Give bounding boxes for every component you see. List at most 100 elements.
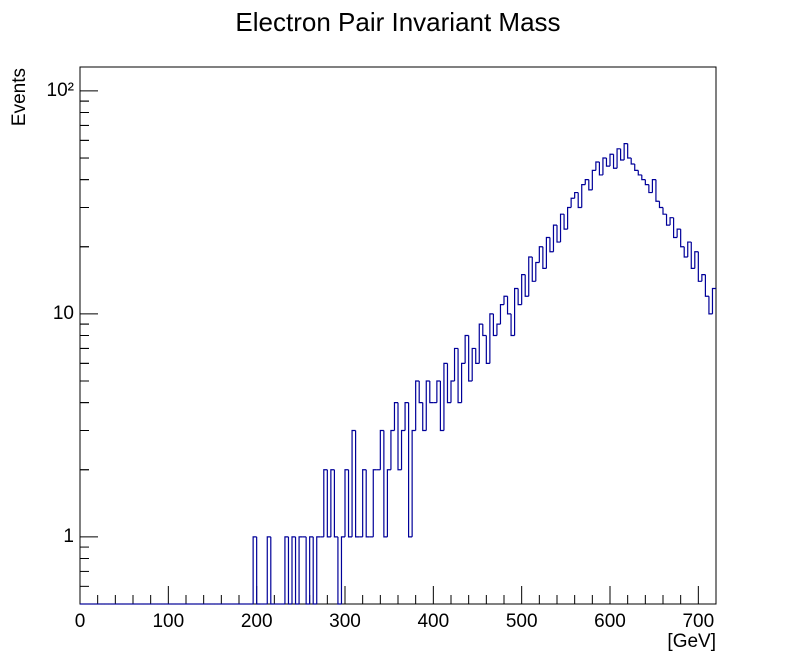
histogram-bin (623, 143, 628, 160)
histogram-bin (471, 347, 476, 382)
histogram-bin (535, 261, 540, 282)
histogram-bin (284, 536, 289, 604)
y-axis-label: Events (9, 68, 30, 126)
histogram-bin (499, 304, 504, 325)
histogram-bin (708, 296, 713, 315)
histogram-bin (683, 246, 688, 258)
histogram-bin (323, 469, 328, 537)
y-tick-label: 10² (47, 80, 74, 101)
histogram-bin (252, 536, 257, 604)
histogram-bin (563, 214, 568, 230)
histogram-bin (294, 536, 300, 605)
histogram-bin (574, 191, 579, 199)
histogram-bin (634, 164, 639, 172)
histogram-bin (372, 469, 377, 537)
x-tick-label: 300 (329, 611, 361, 632)
histogram-bin (559, 213, 565, 243)
histogram-bin (418, 381, 423, 404)
x-tick-label: 100 (152, 611, 184, 632)
x-tick-label: 600 (594, 611, 626, 632)
histogram-bin (665, 214, 671, 226)
histogram-bin (510, 313, 515, 337)
histogram-bin (333, 469, 338, 538)
histogram-bin (620, 148, 625, 161)
histogram-bin (266, 536, 271, 604)
histogram-bin (637, 170, 642, 176)
histogram-bin (408, 402, 413, 538)
histogram-bin (524, 274, 529, 297)
histogram-bin (393, 402, 398, 431)
histogram-bin (489, 313, 494, 364)
histogram-bin (701, 274, 706, 282)
histogram-bin (581, 184, 586, 208)
histogram-bin (609, 153, 614, 167)
histogram-bin (450, 380, 455, 403)
histogram-bin (439, 381, 444, 432)
histogram-bin (641, 174, 646, 181)
histogram-bin (588, 179, 593, 191)
histogram-bin (595, 161, 600, 171)
histogram-bin (379, 429, 384, 470)
histogram-bin (475, 348, 480, 364)
histogram-bin (528, 256, 533, 297)
histogram-bin (383, 430, 388, 538)
histogram-bin (531, 256, 536, 282)
histogram-bin (298, 536, 303, 604)
histogram-bin (538, 246, 543, 263)
histogram-bin (468, 335, 473, 382)
histogram-bin (552, 224, 557, 252)
histogram-bin (514, 287, 519, 336)
histogram-bin (312, 536, 317, 605)
histogram-bin (482, 324, 487, 337)
histogram-bin (598, 161, 603, 176)
histogram-bin (673, 217, 678, 239)
histogram-bin (687, 241, 692, 257)
histogram-bin (496, 323, 501, 336)
histogram-bin (485, 335, 490, 364)
histogram-bin (503, 295, 508, 305)
histogram-bin (648, 184, 653, 194)
histogram-bin (577, 192, 582, 209)
histogram-bin (330, 469, 335, 537)
histogram-bin (461, 362, 466, 403)
histogram-bin (425, 380, 430, 431)
histogram-bin (602, 157, 607, 175)
histogram-bin (655, 179, 660, 202)
histogram-bin (309, 536, 314, 604)
histogram-bin (694, 251, 699, 269)
histogram-bin (627, 143, 632, 159)
histogram-bin (287, 536, 292, 605)
x-tick-label: 400 (417, 611, 449, 632)
histogram-bin (584, 179, 589, 185)
histogram-bin (478, 323, 483, 364)
histogram-bin (316, 536, 321, 604)
histogram-bin (651, 179, 656, 193)
histogram-bin (521, 274, 526, 305)
histogram-bin (492, 313, 497, 337)
histogram-bin (386, 469, 391, 537)
histogram-bin (404, 402, 409, 431)
histogram-bin (326, 469, 331, 538)
histogram-bin (591, 169, 596, 190)
histogram-bin (605, 158, 610, 167)
histogram-bin (549, 237, 554, 253)
histogram-bin (612, 154, 618, 169)
histogram-bin (517, 288, 522, 306)
histogram-bin (676, 228, 681, 238)
histogram-bin (305, 536, 310, 605)
histogram-bin (697, 251, 702, 282)
histogram-bin (351, 429, 356, 537)
histogram-bin (411, 429, 416, 537)
histogram-bin (429, 381, 434, 404)
histogram-bin (365, 469, 370, 538)
histogram-bin (542, 246, 547, 269)
histogram-bin (347, 469, 353, 538)
histogram-bin (704, 274, 709, 297)
histogram-bin (711, 287, 716, 314)
histogram-bin (457, 348, 462, 404)
histogram-bin (690, 242, 695, 269)
histogram-bin (616, 148, 621, 169)
chart-title: Electron Pair Invariant Mass (235, 7, 560, 37)
